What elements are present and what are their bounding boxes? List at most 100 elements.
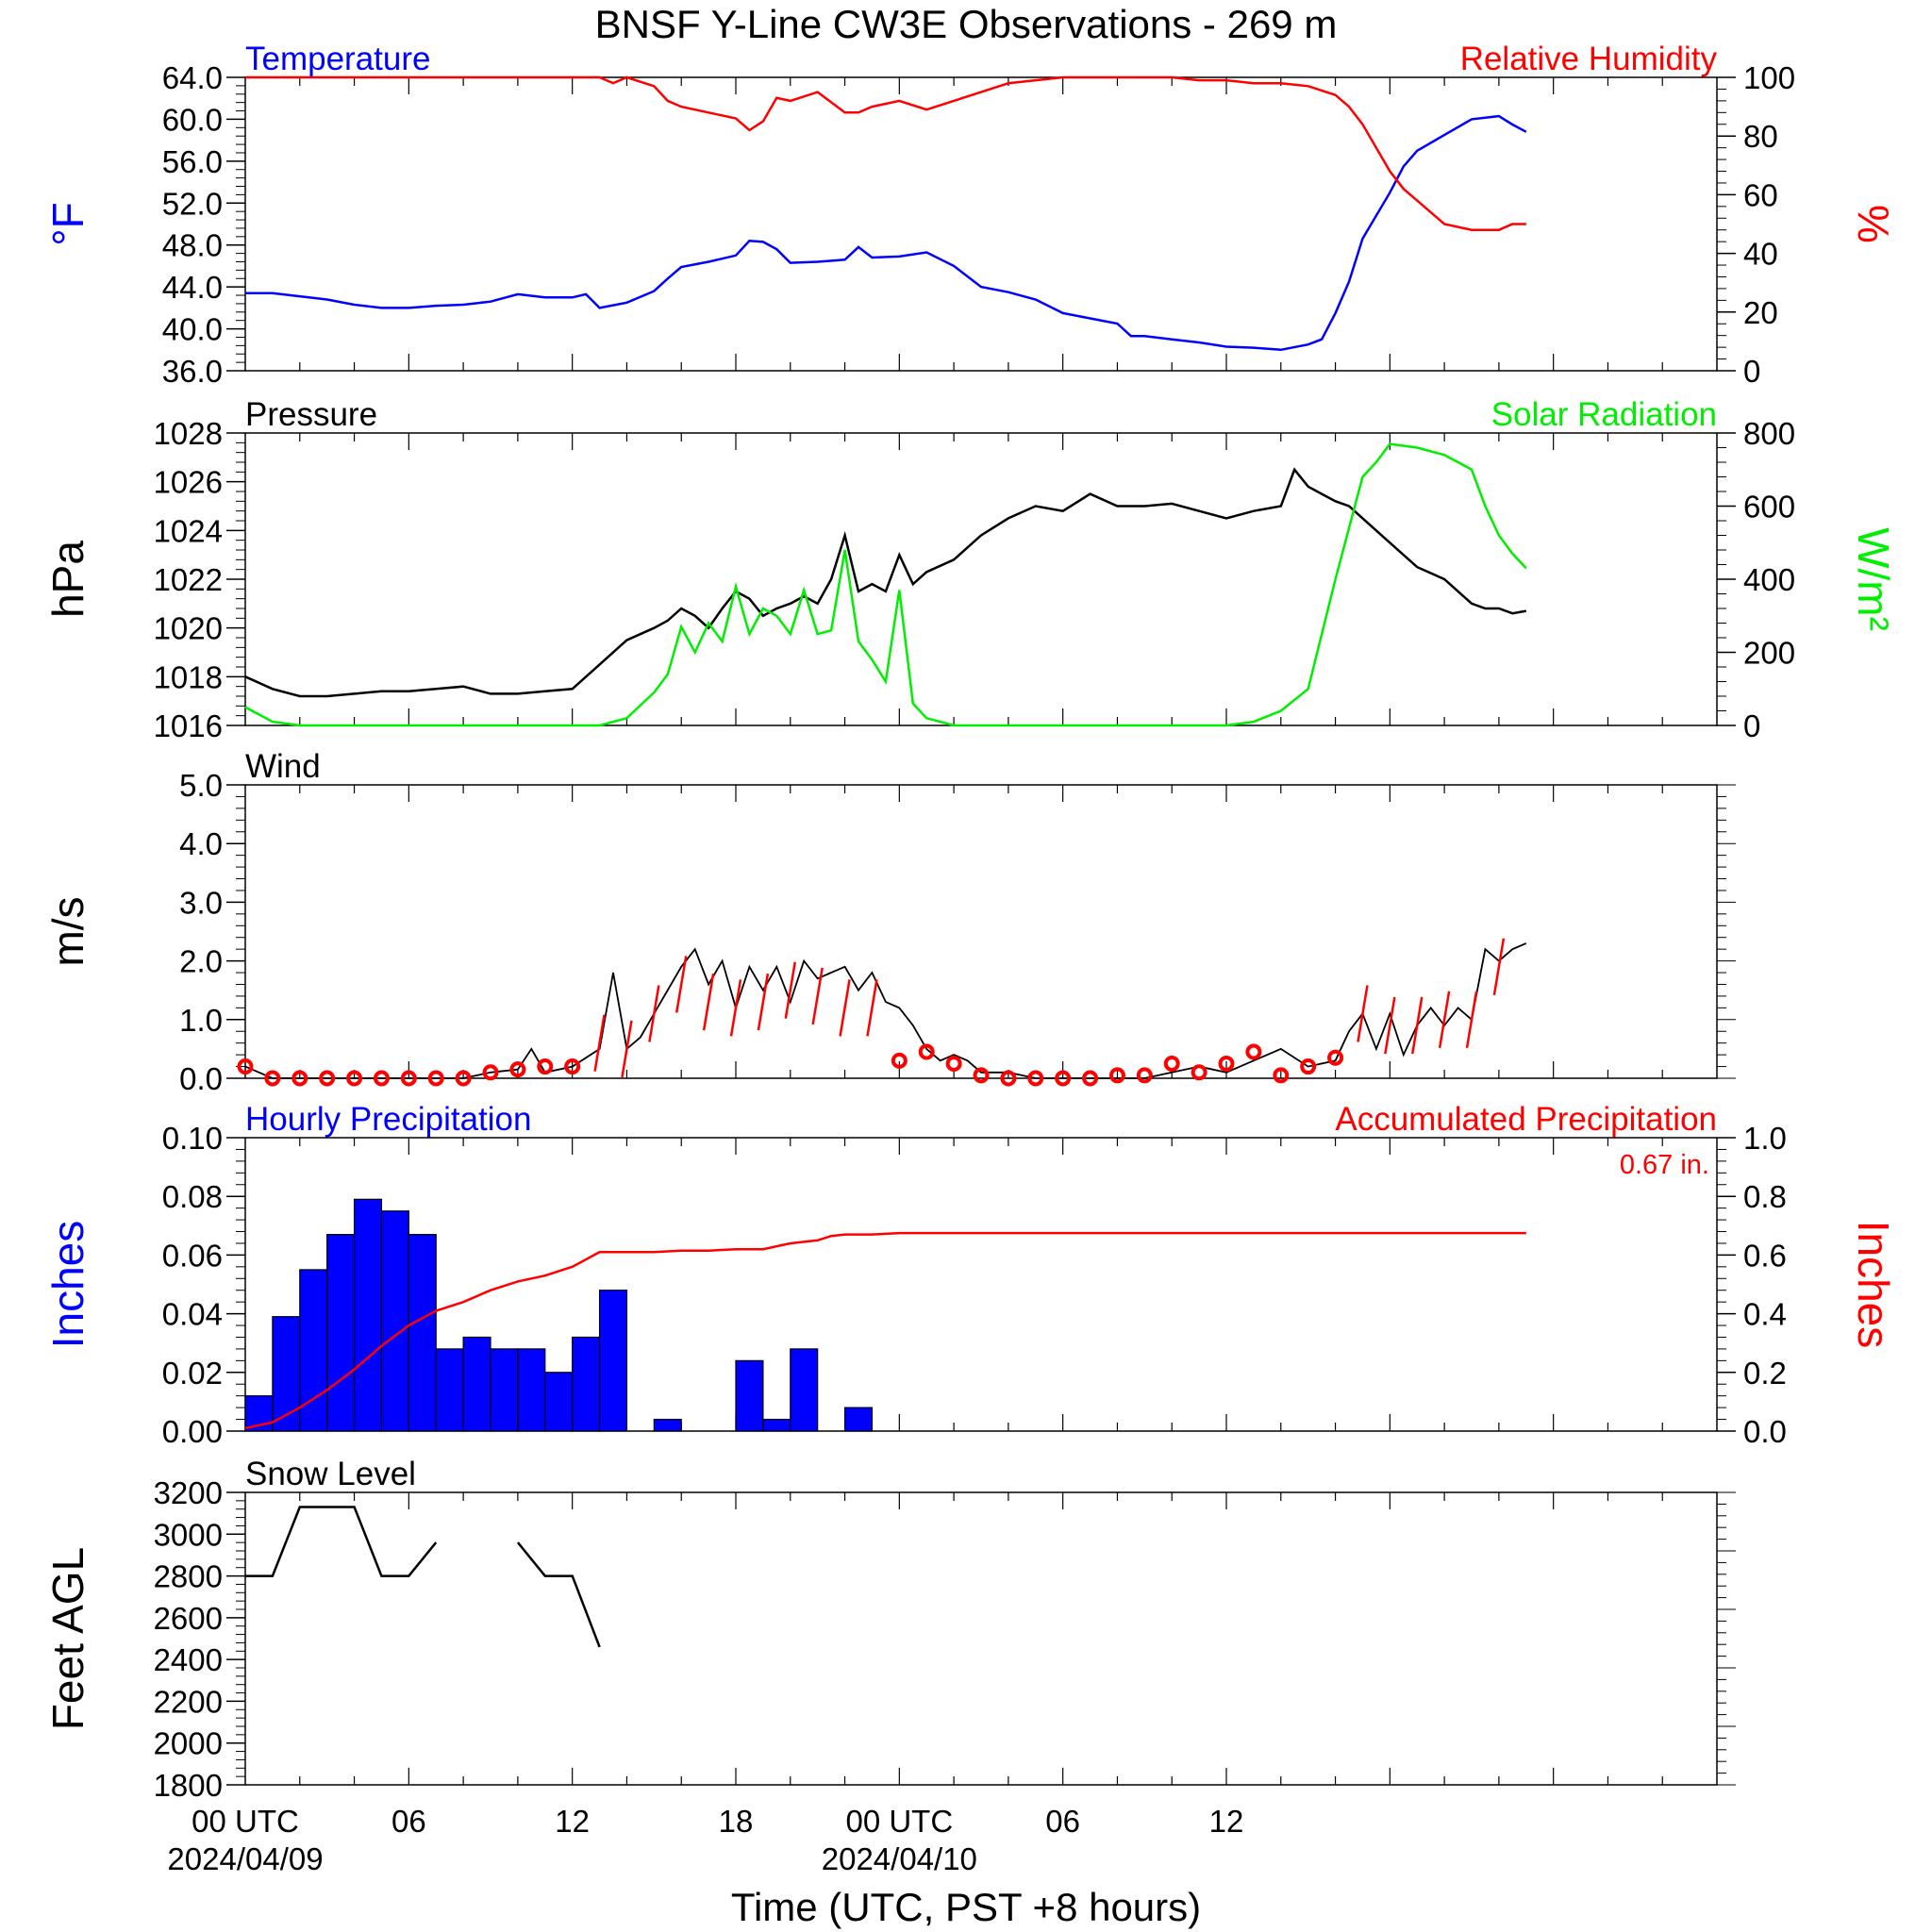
precip-bar bbox=[326, 1234, 356, 1432]
y-tick-label-left: 64.0 bbox=[162, 60, 223, 95]
calm-wind-marker bbox=[918, 1043, 935, 1060]
calm-wind-marker bbox=[509, 1061, 526, 1078]
y-tick-label-right: 200 bbox=[1743, 636, 1795, 671]
panel-frame bbox=[244, 1491, 1718, 1786]
y-tick-label-left: 1018 bbox=[154, 659, 223, 694]
calm-wind-marker bbox=[891, 1052, 908, 1069]
y-tick-label-left: 0.10 bbox=[162, 1121, 223, 1156]
wind-barb bbox=[1438, 991, 1451, 1049]
y-tick-label-right: 40 bbox=[1743, 237, 1778, 272]
panel-label-right: Solar Radiation bbox=[1491, 396, 1717, 433]
precip-bar bbox=[462, 1336, 491, 1432]
y-tick-label-right: 0.2 bbox=[1743, 1356, 1787, 1391]
calm-wind-marker bbox=[973, 1067, 990, 1084]
y-tick-label-left: 56.0 bbox=[162, 144, 223, 179]
calm-wind-marker bbox=[264, 1070, 281, 1087]
y-tick-label-left: 5.0 bbox=[179, 768, 223, 803]
panel-label-left: Wind bbox=[245, 748, 321, 785]
precip-bar bbox=[517, 1348, 546, 1432]
wind-line bbox=[244, 942, 1527, 1079]
y-tick-label-left: 1016 bbox=[154, 708, 223, 743]
y-tick-label-left: 1026 bbox=[154, 465, 223, 500]
calm-wind-marker bbox=[945, 1055, 962, 1072]
y-tick-label-right: 60 bbox=[1743, 177, 1778, 212]
wind-barb bbox=[702, 973, 715, 1031]
wind-barb bbox=[1410, 996, 1424, 1055]
wind-barb bbox=[729, 979, 742, 1037]
calm-wind-marker bbox=[400, 1070, 417, 1087]
y-tick-label-left: 0.06 bbox=[162, 1238, 223, 1273]
y-tick-label-left: 60.0 bbox=[162, 102, 223, 137]
calm-wind-marker bbox=[346, 1070, 363, 1087]
calm-wind-marker bbox=[1027, 1070, 1044, 1087]
precip-bar bbox=[272, 1316, 301, 1432]
panel-label-left: Pressure bbox=[245, 396, 377, 433]
precip-bar bbox=[762, 1418, 791, 1432]
panel-pressure-solar: 1016 1018 1020 1022 1024 1026 1028 0 200 400 600 80… bbox=[43, 396, 1898, 743]
y-tick-label-left: 2000 bbox=[154, 1726, 223, 1761]
x-tick-label: 00 UTC bbox=[845, 1804, 953, 1839]
x-tick-label: 12 bbox=[555, 1804, 590, 1839]
y-tick-label-left: 48.0 bbox=[162, 228, 223, 263]
wind-barb bbox=[1357, 985, 1369, 1042]
x-tick-label: 18 bbox=[719, 1804, 754, 1839]
y-axis-label-left: hPa bbox=[43, 541, 92, 618]
pressure-line bbox=[244, 467, 1527, 698]
y-tick-label-left: 1800 bbox=[154, 1768, 223, 1803]
precip-bar bbox=[435, 1348, 464, 1432]
panel-frame bbox=[244, 76, 1718, 372]
snow-level-line bbox=[516, 1541, 601, 1648]
panel-frame bbox=[244, 1137, 1718, 1432]
y-tick-label-left: 2200 bbox=[154, 1684, 223, 1719]
y-axis-label-left: °F bbox=[43, 202, 92, 246]
wind-barb bbox=[593, 1014, 606, 1072]
calm-wind-marker bbox=[1055, 1070, 1072, 1087]
precip-bar bbox=[353, 1198, 383, 1432]
precip-bar bbox=[735, 1359, 764, 1432]
wind-barb bbox=[621, 1020, 633, 1078]
x-tick-label: 00 UTC bbox=[192, 1804, 299, 1839]
y-tick-label-left: 1028 bbox=[154, 416, 223, 451]
y-tick-label-right: 800 bbox=[1743, 416, 1795, 451]
precip-bar bbox=[490, 1348, 519, 1432]
y-tick-label-right: 0 bbox=[1743, 708, 1760, 743]
y-axis-label-left: Feet AGL bbox=[43, 1547, 92, 1730]
calm-wind-marker bbox=[564, 1058, 581, 1075]
y-tick-label-right: 0.8 bbox=[1743, 1179, 1787, 1214]
y-tick-label-left: 2.0 bbox=[179, 944, 223, 979]
y-tick-label-right: 400 bbox=[1743, 562, 1795, 597]
y-tick-label-left: 52.0 bbox=[162, 186, 223, 221]
y-tick-label-left: 2800 bbox=[154, 1559, 223, 1594]
precip-bar bbox=[598, 1290, 628, 1432]
wind-barb bbox=[1465, 991, 1478, 1049]
y-tick-label-left: 0.0 bbox=[179, 1061, 223, 1096]
y-tick-label-left: 1022 bbox=[154, 562, 223, 597]
panel-label-right: Relative Humidity bbox=[1460, 41, 1718, 77]
calm-wind-marker bbox=[319, 1070, 336, 1087]
precip-bar bbox=[790, 1348, 819, 1432]
y-axis-label-right: Inches bbox=[1849, 1221, 1898, 1349]
panel-label-right: Accumulated Precipitation bbox=[1335, 1101, 1717, 1138]
relative-humidity-line bbox=[245, 75, 1526, 231]
y-axis-label-left: m/s bbox=[43, 896, 92, 966]
calm-wind-marker bbox=[1000, 1070, 1017, 1087]
y-tick-label-right: 80 bbox=[1743, 119, 1778, 154]
x-tick-date: 2024/04/10 bbox=[822, 1841, 977, 1876]
panel-frame bbox=[244, 784, 1718, 1079]
y-tick-label-left: 44.0 bbox=[162, 270, 223, 305]
calm-wind-marker bbox=[1245, 1043, 1262, 1060]
calm-wind-marker bbox=[455, 1070, 472, 1087]
wind-barb bbox=[675, 956, 688, 1013]
y-tick-label-left: 40.0 bbox=[162, 312, 223, 347]
wind-barb bbox=[648, 985, 660, 1042]
x-tick-label: 06 bbox=[391, 1804, 426, 1839]
x-tick-label: 06 bbox=[1045, 1804, 1080, 1839]
y-axis-label-right: W/m² bbox=[1849, 527, 1898, 631]
y-tick-label-left: 3000 bbox=[154, 1517, 223, 1552]
y-tick-label-right: 0.0 bbox=[1743, 1414, 1787, 1449]
precip-bar bbox=[653, 1418, 682, 1432]
panel-wind: 0.0 1.0 2.0 3.0 4.0 5.0 Wind m/s bbox=[43, 748, 1736, 1096]
y-tick-label-right: 0.6 bbox=[1743, 1238, 1787, 1273]
y-tick-label-left: 4.0 bbox=[179, 826, 223, 861]
calm-wind-marker bbox=[482, 1064, 499, 1081]
